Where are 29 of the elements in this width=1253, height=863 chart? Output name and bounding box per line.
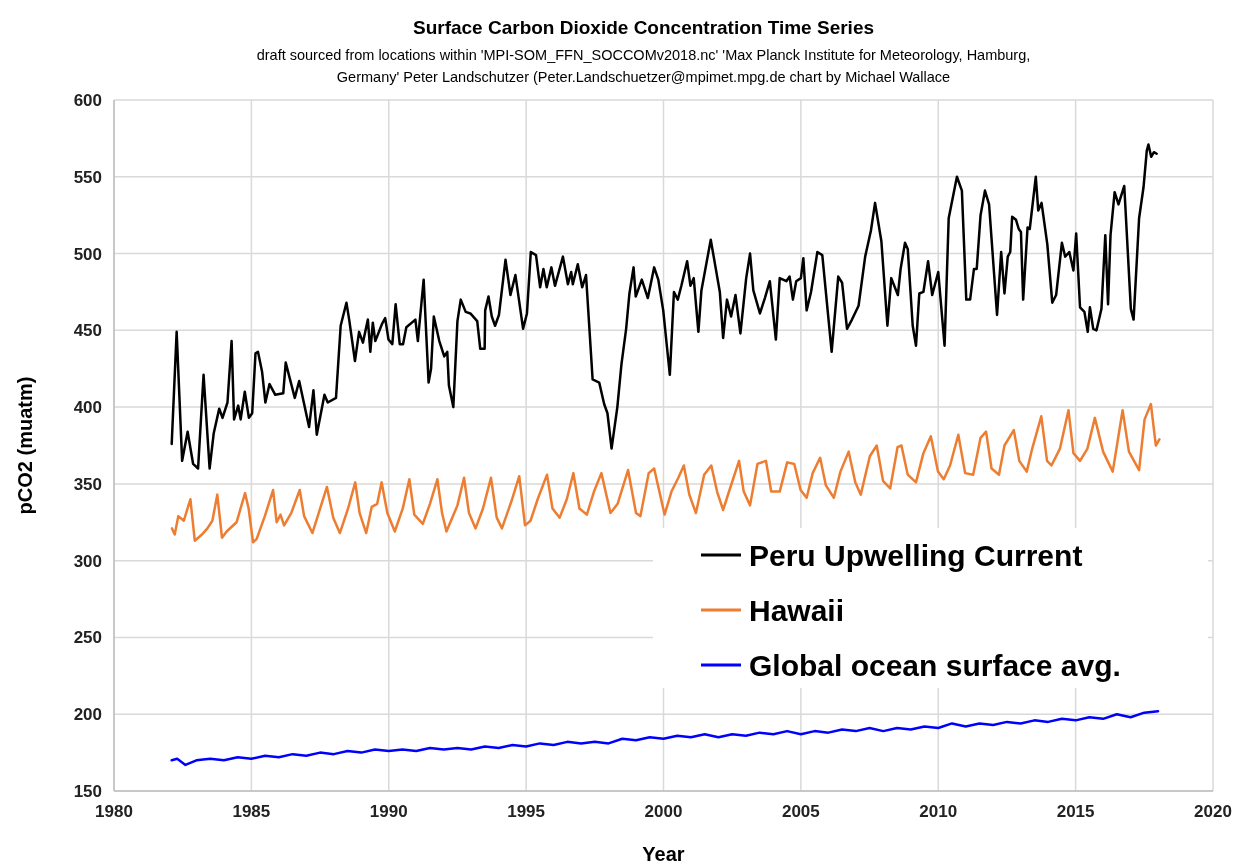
- x-tick-label: 2005: [781, 802, 820, 821]
- y-tick-label: 150: [73, 782, 102, 801]
- y-tick-label: 600: [73, 91, 102, 110]
- legend-label: Global ocean surface avg.: [749, 649, 1121, 682]
- x-tick-label: 2000: [644, 802, 683, 821]
- line-series: [170, 709, 1160, 767]
- y-tick-label: 550: [73, 167, 102, 187]
- line-series: [170, 143, 1158, 470]
- line-series: [170, 402, 1161, 544]
- x-tick-label: 2020: [1194, 802, 1232, 821]
- y-tick-label: 350: [73, 474, 102, 494]
- y-tick-label: 200: [73, 705, 102, 725]
- y-tick-label: 250: [73, 628, 102, 648]
- y-tick-label: 300: [73, 551, 102, 571]
- x-axis-title: Year: [642, 843, 685, 863]
- chart-subtitle: draft sourced from locations within 'MPI-SOM_FFN_SOCCOMv2018.nc' 'Max Planck Institute for Meteorology, Hamburg, Germany' Peter Landschutzer (Peter.Landschuetzer@mpimet.mpg.de chart by Michael Wallace: [256, 47, 1031, 85]
- y-tick-label: 500: [73, 244, 102, 264]
- x-tick-label: 1990: [369, 802, 408, 821]
- chart-title: Surface Carbon Dioxide Concentration Time Series: [412, 17, 875, 38]
- legend-label: Hawaii: [749, 594, 845, 627]
- x-tick-label: 2010: [919, 802, 958, 821]
- x-tick-label: 2015: [1056, 802, 1095, 821]
- legend-label: Peru Upwelling Current: [749, 539, 1083, 572]
- y-axis-title: pCO2 (muatm): [14, 376, 36, 515]
- x-tick-label: 1985: [232, 802, 271, 821]
- x-tick-label: 1980: [95, 802, 133, 821]
- x-tick-label: 1995: [507, 802, 546, 821]
- y-tick-label: 450: [73, 321, 102, 341]
- y-tick-label: 400: [73, 398, 102, 418]
